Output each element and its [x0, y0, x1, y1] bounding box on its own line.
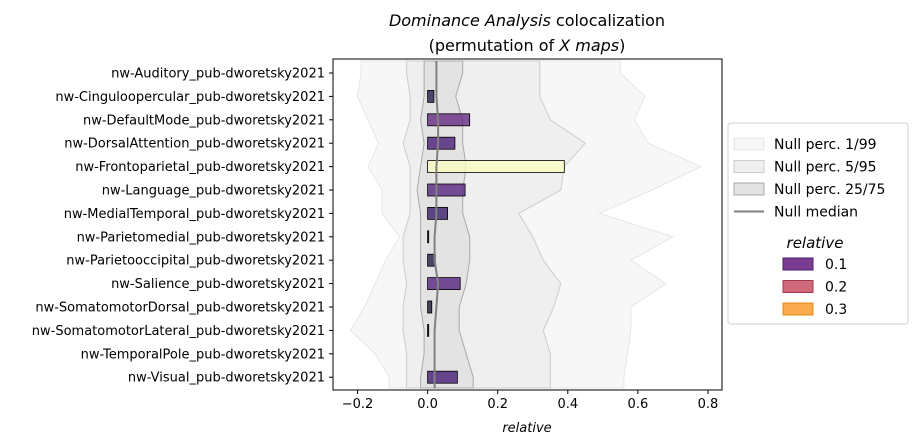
legend-label-2: Null perc. 5/95	[774, 160, 877, 176]
legend-colorbar-title: relative	[787, 234, 844, 252]
chart-title-line1: Dominance Analysis colocalization	[389, 11, 665, 30]
y-tick-label-13: nw-TemporalPole_pub-dworetsky2021	[81, 347, 325, 362]
bar-8	[427, 230, 430, 244]
null-median	[433, 61, 440, 388]
legend-swatch-1	[733, 137, 765, 151]
legend-label-1: Null perc. 1/99	[774, 137, 877, 153]
y-tick-label-4: nw-DorsalAttention_pub-dworetsky2021	[64, 137, 325, 152]
bar-6	[427, 183, 466, 197]
null-bands	[349, 60, 703, 389]
legend-color-swatch-3	[782, 302, 814, 316]
y-tick-label-12: nw-SomatomotorLateral_pub-dworetsky2021	[32, 324, 325, 339]
x-tick-label-5: 0.6	[628, 397, 649, 412]
legend-color-label-2: 0.2	[825, 280, 847, 296]
legend: Null perc. 1/99 Null perc. 5/95 Null perc.…	[727, 122, 909, 325]
y-tick-label-3: nw-DefaultMode_pub-dworetsky2021	[83, 113, 325, 128]
bar-2	[427, 90, 435, 103]
bar-3	[427, 113, 471, 127]
y-tick-label-10: nw-Salience_pub-dworetsky2021	[111, 277, 325, 292]
y-tick-label-14: nw-Visual_pub-dworetsky2021	[128, 371, 325, 386]
legend-color-label-3: 0.3	[825, 302, 847, 318]
legend-color-swatch-2	[782, 280, 814, 293]
legend-swatch-2	[733, 160, 765, 173]
x-tick-label-4: 0.4	[557, 397, 578, 412]
bar-7	[427, 206, 449, 220]
y-tick-label-1: nw-Auditory_pub-dworetsky2021	[111, 67, 325, 82]
x-axis: −0.2 0.0 0.2 0.4 0.6 0.8	[342, 390, 719, 412]
bar-11	[427, 300, 433, 314]
bar-5	[427, 160, 565, 174]
legend-frame	[727, 122, 909, 325]
legend-swatch-3	[733, 182, 765, 196]
x-axis-label: relative	[502, 421, 551, 436]
x-tick-label-2: 0.0	[417, 397, 438, 412]
y-tick-label-6: nw-Language_pub-dworetsky2021	[102, 184, 325, 199]
x-tick-label-3: 0.2	[487, 397, 508, 412]
bar-12	[427, 323, 430, 337]
bar-14	[427, 370, 458, 384]
y-tick-label-7: nw-MedialTemporal_pub-dworetsky2021	[64, 207, 325, 222]
null-median-line	[433, 61, 440, 388]
y-axis: nw-Auditory_pub-dworetsky2021 nw-Cinguloo…	[32, 67, 333, 386]
legend-color-swatch-1	[782, 257, 814, 271]
y-tick-label-9: nw-Parietooccipital_pub-dworetsky2021	[66, 254, 325, 269]
x-tick-label-1: −0.2	[342, 397, 374, 412]
plot-frame	[332, 58, 723, 391]
x-tick-label-6: 0.8	[698, 397, 719, 412]
chart-title-line2: (permutation of X maps)	[429, 36, 626, 55]
bar-10	[427, 277, 461, 291]
bar-4	[427, 136, 456, 150]
y-tick-label-5: nw-Frontoparietal_pub-dworetsky2021	[75, 160, 325, 175]
y-tick-label-11: nw-SomatomotorDorsal_pub-dworetsky2021	[35, 301, 325, 316]
legend-label-4: Null median	[774, 205, 858, 221]
y-tick-label-2: nw-Cinguloopercular_pub-dworetsky2021	[55, 90, 325, 105]
y-tick-label-8: nw-Parietomedial_pub-dworetsky2021	[77, 230, 325, 245]
legend-label-3: Null perc. 25/75	[774, 182, 885, 198]
legend-color-label-1: 0.1	[825, 257, 847, 273]
